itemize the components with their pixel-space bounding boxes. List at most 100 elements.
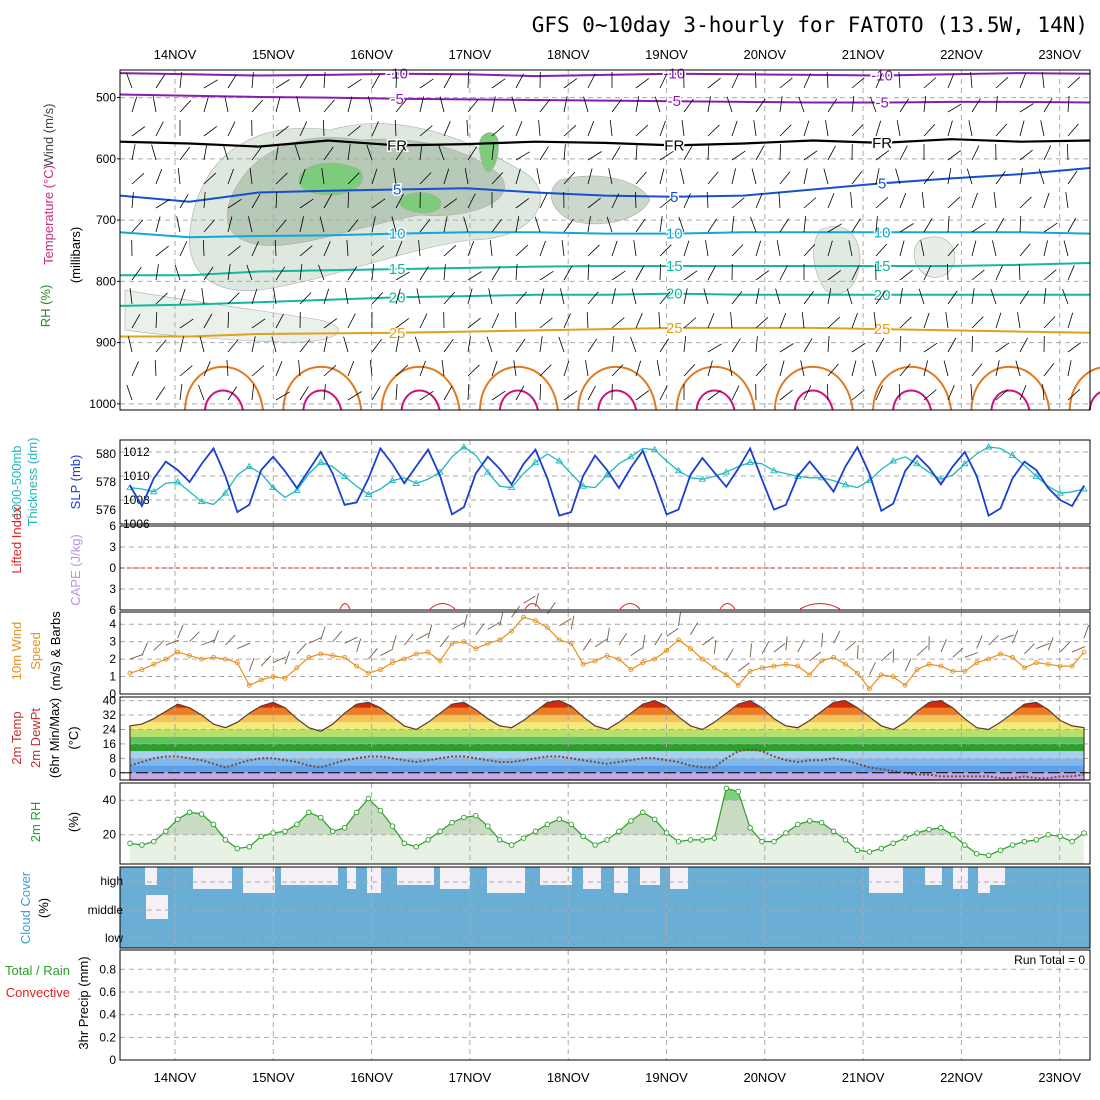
wind-barb [534,216,541,233]
wind-barb [659,150,674,161]
date-label-bottom: 19NOV [645,1070,688,1085]
rh-point [818,819,825,826]
cloud-gap [347,867,356,889]
contour-label: FR [664,137,684,154]
rh-point [973,850,980,857]
wind-barb [970,72,973,89]
date-label-bottom: 18NOV [547,1070,590,1085]
wind-barb [971,316,984,329]
thickness-point [555,457,564,464]
label-minmax: (6hr Min/Max) [47,698,62,778]
wind-barb [947,243,959,257]
label-wind10-2: Speed [28,632,43,670]
wind-barb [611,240,618,257]
wind-barb [347,125,361,137]
wind-barb [155,245,169,257]
contour-label: 20 [666,286,683,303]
wind10-barb [308,636,322,644]
wind10-barb [403,633,414,646]
wind-barb [395,193,404,209]
wind10m-panel: 0 1 2 3 4 [109,592,1091,701]
wind-barb [899,288,903,305]
wind-barb [707,343,722,353]
wind-barb [803,168,808,185]
wind-speed-point [807,672,813,678]
wind-barb [539,317,553,329]
wind-barb [419,78,434,89]
label-rh-unit: (%) [66,812,81,832]
wind-speed-point [926,661,932,667]
wind-speed-point [962,668,968,674]
wind-barb [899,316,912,329]
rh-point [365,795,372,802]
slp-tick-label: 1012 [123,445,150,459]
wind-barb [659,263,661,281]
wind-barb [515,263,518,281]
wind-barb [491,218,502,233]
wind-speed-point [890,674,896,680]
date-label-top: 14NOV [154,47,197,62]
wind-barb [155,168,163,185]
wind-barb [826,71,829,89]
surface-temp-contour [990,389,1031,411]
wind-barb [755,288,760,305]
wind-barb [563,265,573,281]
wind-barb [131,144,136,161]
wind-speed-point [628,667,634,673]
precip-tick-label: 0.6 [99,985,116,999]
wind-barb [923,265,932,281]
temp-tick-label: 8 [109,751,116,765]
wind-barb [371,264,375,281]
wind10-barb [201,639,215,646]
wind-barb [798,96,805,113]
cloud-labels: Cloud Cover (%) [18,871,51,944]
label-cloud-cover: Cloud Cover [18,871,33,944]
wind10-barb [344,636,358,644]
rh-point [795,821,801,828]
rh-band-high [130,788,1084,801]
precip-tick-label: 0.2 [99,1030,116,1044]
wind-barb [611,98,622,113]
wind-barb [467,288,473,305]
rh-point [842,837,849,843]
wind-barb [275,313,284,329]
rh-point [353,809,360,816]
wind-barb [587,244,600,257]
wind-barb [583,96,589,113]
wind-speed-point [163,656,169,662]
label-temp2m: 2m Temp [9,711,24,764]
contour-label: 25 [666,320,683,337]
wind-barb [635,218,646,233]
wind-barb [851,96,855,113]
wind-barb [635,191,637,209]
wind10-barb [594,638,608,648]
wind-barb [1042,384,1045,401]
lifted-trace [799,603,841,610]
wind-barb [875,197,889,209]
wind-barb [323,193,333,209]
wind10-barb [880,651,893,662]
wind-barb [347,144,351,161]
wind-barb [827,383,829,401]
wind10-barb [499,612,504,627]
rh-point [663,830,670,836]
wind10-barb [391,634,397,649]
date-label-bottom: 14NOV [154,1070,197,1085]
rh-point [568,821,574,828]
wind10-barb [618,633,627,646]
rh-point [473,812,479,819]
wind-barb [419,266,429,281]
wind-speed-point [1010,654,1015,660]
chart-title: GFS 0~10day 3-hourly for FATOTO (13.5W, … [532,13,1088,37]
temperature-contour [119,292,1090,307]
wind-barb [947,103,962,113]
precip-tick-label: 0 [109,1053,116,1067]
wind-barb [323,318,338,329]
wind-speed-point [556,637,562,643]
wind-barb [251,99,263,113]
rh-point [580,833,586,840]
date-label-top: 21NOV [842,47,885,62]
cloud-gap [243,867,275,893]
wind-barb [491,266,501,281]
